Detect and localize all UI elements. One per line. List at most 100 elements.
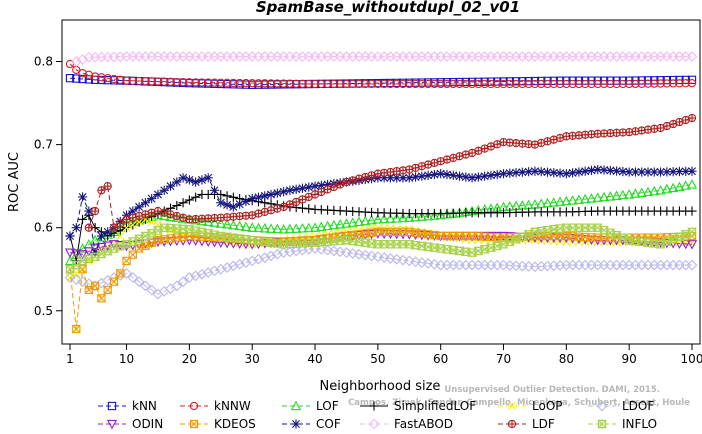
series-marker-inflo <box>178 224 189 234</box>
legend-marker-fastabod <box>368 418 380 430</box>
series-marker-knn <box>78 74 87 84</box>
series-marker-ldof <box>133 276 145 288</box>
series-marker-lof <box>335 219 346 229</box>
series-marker-simplifiedlof <box>77 214 88 224</box>
series-marker-knnw <box>310 79 320 89</box>
series-marker-knnw <box>480 79 489 89</box>
series-marker-lof <box>209 217 220 227</box>
series-marker-lof <box>416 211 427 221</box>
series-marker-knnw <box>109 74 119 84</box>
series-marker-kdeos <box>90 281 100 290</box>
series-marker-cof <box>498 169 509 179</box>
series-marker-ldof <box>202 267 214 278</box>
series-marker-odin <box>485 231 497 242</box>
series-marker-ldof <box>322 244 333 256</box>
x-tick-label: 30 <box>245 352 260 366</box>
series-marker-knnw <box>518 79 527 89</box>
series-marker-knnw <box>90 72 100 81</box>
series-marker-knnw <box>260 79 269 88</box>
legend-label-loop: LoOP <box>532 399 563 413</box>
series-marker-lof <box>642 186 654 197</box>
series-marker-knnw <box>354 79 364 89</box>
series-marker-knnw <box>618 79 628 89</box>
series-marker-knnw <box>574 79 584 89</box>
series-marker-knnw <box>486 79 496 89</box>
series-marker-knnw <box>367 79 376 89</box>
series-marker-ldf <box>147 208 156 217</box>
series-marker-lof <box>674 181 685 191</box>
series-marker-simplifiedlof <box>228 192 238 202</box>
series-marker-ldof <box>221 262 233 273</box>
series-marker-inflo <box>272 239 283 248</box>
series-marker-knnw <box>122 76 131 85</box>
series-marker-ldof <box>177 276 189 288</box>
series-marker-cof <box>216 198 226 208</box>
series-marker-ldof <box>215 263 227 275</box>
series-marker-knnw <box>248 78 257 88</box>
series-marker-ldof <box>347 248 359 259</box>
series-marker-lof <box>297 222 308 233</box>
series-marker-ldf <box>103 182 112 191</box>
series-marker-ldf <box>134 211 144 221</box>
series-marker-ldof <box>165 283 176 294</box>
series-marker-ldof <box>140 280 151 292</box>
series-marker-knnw <box>474 79 483 89</box>
series-marker-knnw <box>499 79 508 89</box>
series-marker-inflo <box>442 245 452 254</box>
series-marker-knnw <box>411 79 420 89</box>
series-marker-knnw <box>317 79 326 89</box>
series-marker-knnw <box>669 79 678 88</box>
series-marker-knnw <box>141 76 150 86</box>
series-marker-lof <box>554 196 566 206</box>
series-marker-ldf <box>555 133 565 143</box>
series-marker-knnw <box>298 79 307 88</box>
series-marker-lof <box>347 217 358 227</box>
series-marker-lof <box>303 222 314 233</box>
series-marker-inflo <box>580 223 591 232</box>
series-marker-knnw <box>116 75 125 84</box>
legend-marker-ldof <box>596 400 608 412</box>
series-marker-lof <box>435 209 446 220</box>
legend-item-odin: ODIN <box>98 417 163 431</box>
legend-item-knnw: kNNW <box>180 399 251 413</box>
series-marker-inflo <box>416 241 427 251</box>
series-marker-knnw <box>134 76 144 86</box>
series-marker-inflo <box>347 236 358 246</box>
series-marker-cof <box>612 166 622 176</box>
legend-marker-odin <box>106 419 118 430</box>
series-marker-ldf <box>530 140 540 149</box>
series-marker-inflo <box>209 230 220 239</box>
series-marker-odin <box>272 238 283 248</box>
series-marker-ldof <box>366 250 377 262</box>
series-marker-cof <box>404 173 414 183</box>
series-marker-ldof <box>259 252 271 263</box>
series-marker-ldf <box>84 223 93 232</box>
series-marker-lof <box>686 179 698 189</box>
series-marker-cof <box>191 177 201 187</box>
series-marker-kdeos <box>109 277 119 286</box>
series-marker-knnw <box>449 79 458 89</box>
series-marker-odin <box>686 240 698 250</box>
series-marker-inflo <box>65 265 75 274</box>
series-marker-inflo <box>222 232 232 241</box>
series-marker-knnw <box>530 79 540 89</box>
series-marker-ldof <box>127 272 139 283</box>
series-marker-cof <box>140 198 150 208</box>
legend-label-ldof: LDOF <box>622 399 654 413</box>
series-marker-inflo <box>165 223 176 233</box>
series-marker-knnw <box>681 79 690 88</box>
x-tick-label: 20 <box>182 352 197 366</box>
series-marker-odin <box>71 249 82 259</box>
chart-title: SpamBase_withoutdupl_02_v01 <box>256 0 520 16</box>
series-marker-inflo <box>310 238 320 247</box>
series-simplifiedlof <box>65 189 697 266</box>
series-marker-inflo <box>448 245 459 255</box>
series-marker-inflo <box>366 239 377 248</box>
x-tick-label: 10 <box>119 352 134 366</box>
series-marker-lof <box>561 195 572 206</box>
series-marker-knnw <box>442 79 452 89</box>
series-marker-cof <box>486 170 496 180</box>
series-marker-ldof <box>416 257 428 268</box>
series-marker-cof <box>272 188 282 198</box>
series-marker-ldf <box>348 176 357 185</box>
